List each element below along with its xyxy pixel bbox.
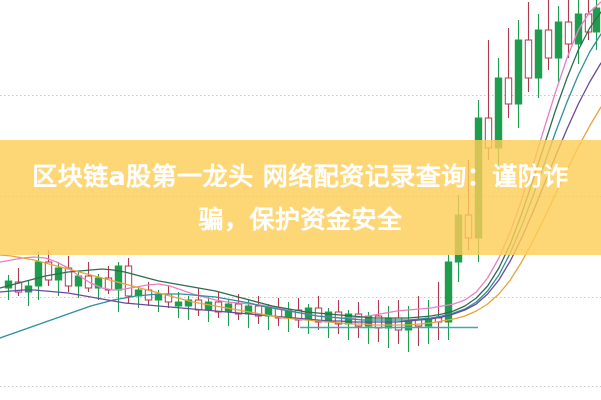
headline-banner: 区块链a股第一龙头 网络配资记录查询：谨防诈骗，保护资金安全 xyxy=(0,140,601,255)
headline-title: 区块链a股第一龙头 网络配资记录查询：谨防诈骗，保护资金安全 xyxy=(32,161,569,234)
candlestick-series xyxy=(4,0,601,352)
